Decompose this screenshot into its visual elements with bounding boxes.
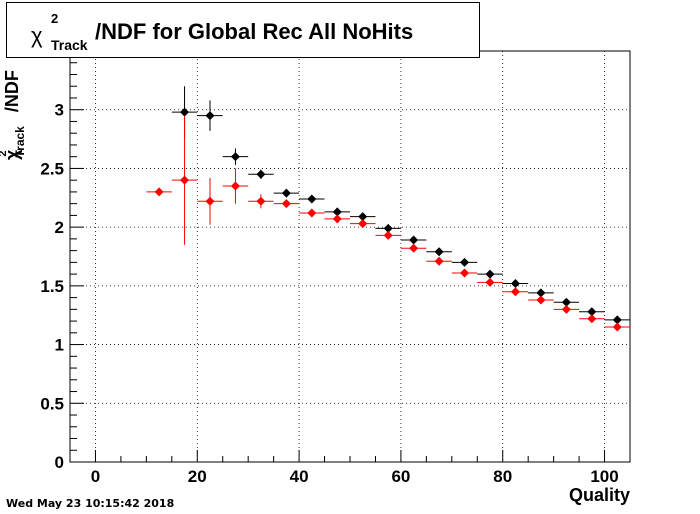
data-point — [230, 152, 240, 162]
y-tick-label: 0.5 — [40, 394, 64, 413]
x-tick-label: 40 — [290, 467, 309, 486]
data-point — [256, 196, 266, 206]
data-point — [180, 107, 190, 117]
data-point — [587, 307, 597, 317]
data-point — [460, 268, 470, 278]
ylabel-subscript: Track — [13, 126, 27, 158]
x-tick-label: 20 — [188, 467, 207, 486]
data-point — [612, 322, 622, 332]
title-text: /NDF for Global Rec All NoHits — [95, 19, 414, 44]
data-point — [205, 111, 215, 121]
data-point — [587, 314, 597, 324]
data-point — [510, 287, 520, 297]
data-point — [536, 288, 546, 298]
y-tick-label: 3 — [55, 101, 64, 120]
x-tick-label: 100 — [590, 467, 618, 486]
title-subscript: Track — [51, 37, 88, 53]
series-0 — [171, 86, 630, 325]
data-point — [256, 169, 266, 179]
x-tick-label: 80 — [493, 467, 512, 486]
title-superscript: 2 — [51, 11, 59, 26]
plot-frame — [69, 50, 631, 463]
y-tick-label: 1.5 — [40, 277, 64, 296]
data-point — [434, 247, 444, 257]
data-point — [154, 187, 164, 197]
y-tick-label: 2 — [55, 218, 64, 237]
data-point — [281, 188, 291, 198]
x-axis-label: Quality — [568, 485, 630, 505]
data-point — [383, 223, 393, 233]
data-point — [383, 230, 393, 240]
data-point — [434, 256, 444, 266]
axis-ticks — [69, 50, 631, 463]
data-point — [460, 257, 470, 267]
data-point — [612, 315, 622, 325]
grid-lines — [70, 51, 630, 462]
ylabel-text: /NDF — [2, 70, 22, 113]
x-tick-label: 60 — [391, 467, 410, 486]
data-point — [409, 235, 419, 245]
data-point — [409, 243, 419, 253]
data-point — [536, 295, 546, 305]
data-point — [485, 277, 495, 287]
data-point — [205, 196, 215, 206]
data-point — [561, 304, 571, 314]
data-point — [358, 212, 368, 222]
ylabel-superscript: 2 — [0, 151, 9, 157]
y-tick-label: 0 — [55, 453, 64, 472]
y-tick-label: 1 — [55, 336, 64, 355]
data-point — [510, 279, 520, 289]
data-point — [332, 214, 342, 224]
data-point — [332, 207, 342, 217]
data-point — [230, 181, 240, 191]
series-1 — [146, 115, 630, 332]
data-point — [307, 194, 317, 204]
title-chi: χ — [31, 23, 43, 48]
data-point — [561, 297, 571, 307]
data-points — [146, 86, 630, 332]
axes — [69, 50, 631, 463]
data-point — [485, 269, 495, 279]
tick-labels: 0 20 40 60 80 100 0 0.5 1 1.5 2 2.5 3 — [40, 101, 618, 486]
chart-title: χ 2 Track /NDF for Global Rec All NoHits — [6, 2, 480, 58]
data-point — [281, 199, 291, 209]
timestamp: Wed May 23 10:15:42 2018 — [6, 497, 175, 510]
data-point — [358, 219, 368, 229]
x-tick-label: 0 — [91, 467, 100, 486]
data-point — [180, 175, 190, 185]
y-tick-label: 2.5 — [40, 159, 64, 178]
data-point — [307, 208, 317, 218]
